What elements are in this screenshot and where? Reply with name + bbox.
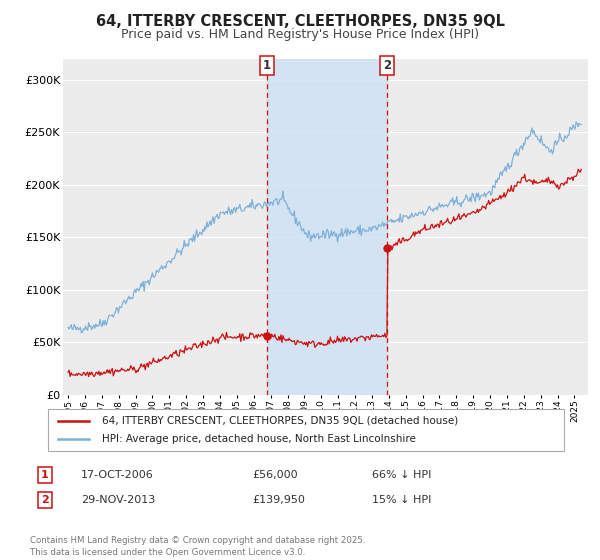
Text: 64, ITTERBY CRESCENT, CLEETHORPES, DN35 9QL (detached house): 64, ITTERBY CRESCENT, CLEETHORPES, DN35 … [102,416,458,426]
Text: 2: 2 [41,495,49,505]
Text: £56,000: £56,000 [252,470,298,480]
Text: 2: 2 [383,59,391,72]
Text: HPI: Average price, detached house, North East Lincolnshire: HPI: Average price, detached house, Nort… [102,434,416,444]
Text: 1: 1 [263,59,271,72]
Text: 29-NOV-2013: 29-NOV-2013 [81,495,155,505]
Text: 64, ITTERBY CRESCENT, CLEETHORPES, DN35 9QL: 64, ITTERBY CRESCENT, CLEETHORPES, DN35 … [95,14,505,29]
Text: 66% ↓ HPI: 66% ↓ HPI [372,470,431,480]
Text: Price paid vs. HM Land Registry's House Price Index (HPI): Price paid vs. HM Land Registry's House … [121,28,479,41]
Bar [267,59,387,395]
Text: 17-OCT-2006: 17-OCT-2006 [81,470,154,480]
Text: 1: 1 [41,470,49,480]
Text: 15% ↓ HPI: 15% ↓ HPI [372,495,431,505]
Text: Contains HM Land Registry data © Crown copyright and database right 2025.
This d: Contains HM Land Registry data © Crown c… [30,536,365,557]
Text: £139,950: £139,950 [252,495,305,505]
